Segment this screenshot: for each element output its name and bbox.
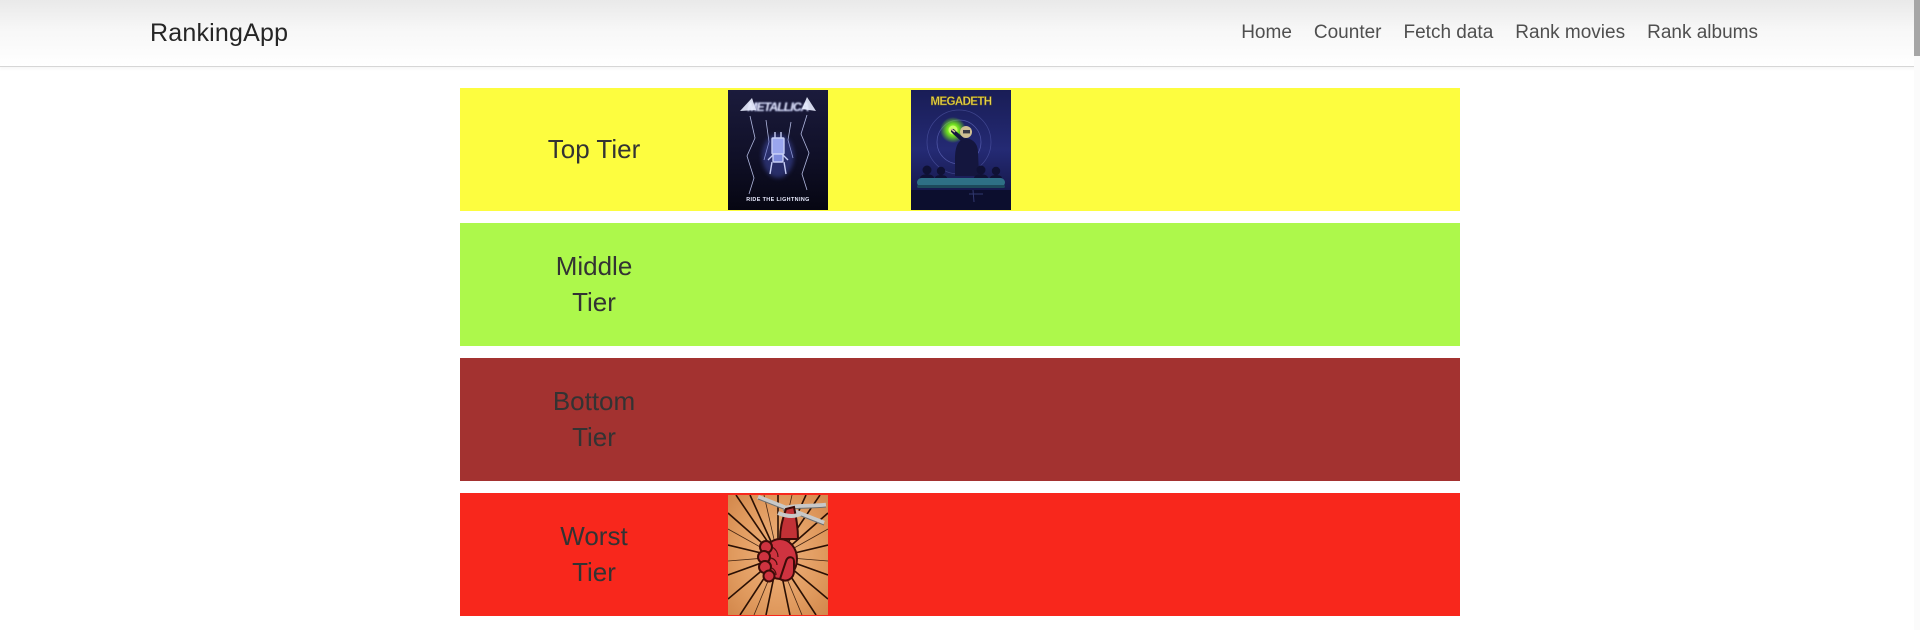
svg-text:METALLICA: METALLICA [747, 100, 808, 114]
tier-label-bottom: Bottom Tier [552, 385, 636, 452]
tier-items-worst [728, 493, 1460, 616]
nav-link-rank-albums[interactable]: Rank albums [1647, 22, 1758, 43]
tier-label-worst-box: Worst Tier [460, 493, 728, 616]
tier-row-middle[interactable]: Middle Tier [460, 223, 1460, 346]
nav-links: Home Counter Fetch data Rank movies Rank… [1241, 22, 1758, 44]
svg-text:RIDE THE LIGHTNING: RIDE THE LIGHTNING [746, 197, 810, 203]
tier-row-bottom[interactable]: Bottom Tier [460, 358, 1460, 481]
album-cover-ride-the-lightning[interactable]: METALLICA [728, 89, 828, 210]
tier-list: Top Tier METALLICA [460, 88, 1460, 616]
tier-items-middle [728, 223, 1460, 346]
scrollbar-thumb[interactable] [1914, 0, 1920, 56]
tier-label-middle-box: Middle Tier [460, 223, 728, 346]
nav-link-home[interactable]: Home [1241, 22, 1292, 43]
tier-items-top: METALLICA [728, 88, 1460, 211]
tier-label-middle: Middle Tier [555, 250, 633, 317]
nav-link-rank-movies[interactable]: Rank movies [1515, 22, 1626, 43]
album-cover-rust-in-peace[interactable]: MEGADETH [911, 89, 1011, 210]
nav-link-fetch-data[interactable]: Fetch data [1403, 22, 1494, 43]
tier-label-bottom-box: Bottom Tier [460, 358, 728, 481]
tier-label-worst: Worst Tier [560, 520, 628, 587]
scrollbar-track[interactable] [1914, 0, 1920, 630]
tier-items-bottom [728, 358, 1460, 481]
navbar: RankingApp Home Counter Fetch data Rank … [0, 0, 1920, 67]
tier-label-top: Top Tier [547, 133, 641, 164]
tier-label-top-box: Top Tier [460, 88, 728, 211]
app-brand[interactable]: RankingApp [150, 18, 289, 47]
album-cover-st-anger[interactable] [728, 494, 828, 615]
tier-row-top[interactable]: Top Tier METALLICA [460, 88, 1460, 211]
tier-row-worst[interactable]: Worst Tier [460, 493, 1460, 616]
nav-link-counter[interactable]: Counter [1313, 22, 1382, 43]
svg-text:MEGADETH: MEGADETH [930, 96, 991, 108]
